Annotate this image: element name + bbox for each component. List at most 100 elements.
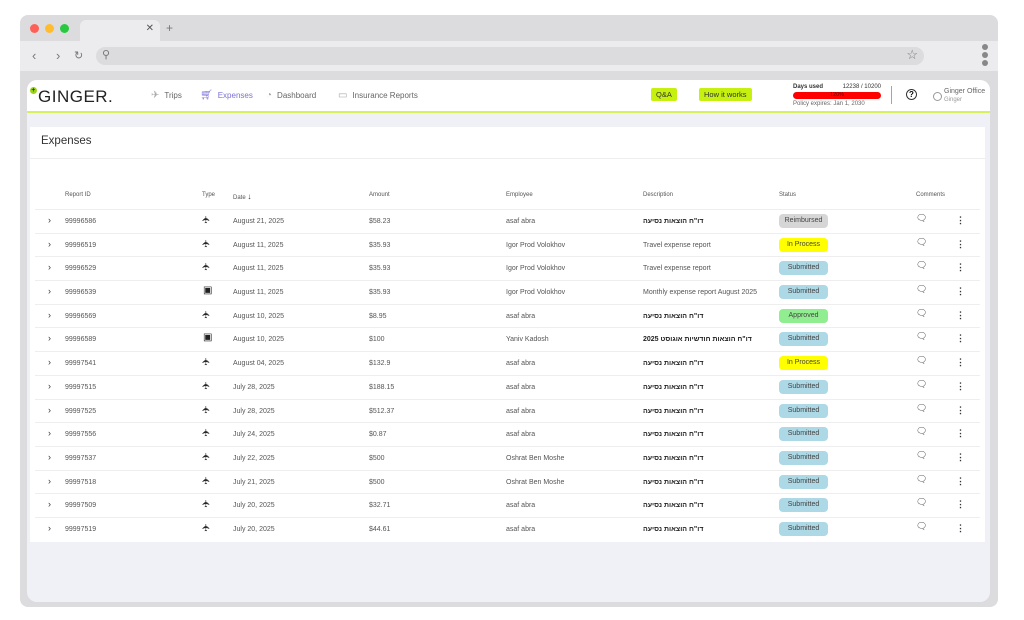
minimize-window-button[interactable] <box>45 24 54 33</box>
nav-expenses[interactable]: 🛒︎ Expenses <box>200 90 253 101</box>
report-id: 99996569 <box>65 312 97 320</box>
amount: $188.15 <box>369 383 395 391</box>
expand-row-chevron-icon[interactable]: › <box>48 428 51 439</box>
row-menu-icon[interactable]: ⋮ <box>956 428 965 439</box>
comment-icon[interactable]: 🗨︎ <box>916 307 928 318</box>
col-amount[interactable]: Amount <box>369 192 390 198</box>
expand-row-chevron-icon[interactable]: › <box>48 475 51 486</box>
comment-icon[interactable]: 🗨︎ <box>916 520 928 531</box>
comment-icon[interactable]: 🗨︎ <box>916 378 928 389</box>
comment-icon[interactable]: 🗨︎ <box>916 449 928 460</box>
row-menu-icon[interactable]: ⋮ <box>956 357 965 368</box>
row-menu-icon[interactable]: ⋮ <box>956 333 965 344</box>
comment-icon[interactable]: 🗨︎ <box>916 355 928 366</box>
comment-icon[interactable]: 🗨︎ <box>916 331 928 342</box>
table-row[interactable]: › 99997518 ✈ July 21, 2025 $500 Oshrat Ben Mo… <box>35 469 980 494</box>
expand-row-chevron-icon[interactable]: › <box>48 333 51 344</box>
days-used-value: 12238 / 10200 <box>842 84 881 90</box>
medical-kit-icon: ▣ <box>203 285 213 297</box>
expand-row-chevron-icon[interactable]: › <box>48 451 51 462</box>
amount: $32.71 <box>369 502 391 510</box>
nav-dashboard[interactable]: ◔ Dashboard <box>266 90 316 101</box>
reload-icon[interactable]: ↻ <box>74 50 84 62</box>
table-row[interactable]: › 99997556 ✈ July 24, 2025 $0.87 asaf abra דו"… <box>35 422 980 446</box>
table-row[interactable]: › 99996569 ✈ August 10, 2025 $8.95 asaf abra ד… <box>35 303 980 328</box>
row-menu-icon[interactable]: ⋮ <box>956 286 965 297</box>
browser-menu-icon[interactable] <box>982 44 988 68</box>
help-icon[interactable]: ? <box>906 89 917 100</box>
row-menu-icon[interactable]: ⋮ <box>956 262 965 273</box>
browser-tab[interactable]: ✕ <box>80 20 160 41</box>
col-type[interactable]: Type <box>202 192 216 198</box>
expand-row-chevron-icon[interactable]: › <box>48 380 51 391</box>
col-status[interactable]: Status <box>779 192 797 198</box>
comment-icon[interactable]: 🗨︎ <box>916 284 928 295</box>
comment-icon[interactable]: 🗨︎ <box>916 473 928 484</box>
table-row[interactable]: › 99996586 ✈ August 21, 2025 $58.23 asaf abra… <box>35 209 980 233</box>
table-row[interactable]: › 99996589 ▣ August 10, 2025 $100 Yaniv Kados… <box>35 327 980 351</box>
comment-icon[interactable]: 🗨︎ <box>916 402 928 413</box>
col-date[interactable]: Date ↓ <box>233 192 251 201</box>
address-bar[interactable]: ⚲ ☆ <box>96 47 924 65</box>
table-row[interactable]: › 99997525 ✈ July 28, 2025 $512.37 asaf abra ד… <box>35 398 980 423</box>
expand-row-chevron-icon[interactable]: › <box>48 262 51 273</box>
back-icon[interactable]: ‹ <box>32 48 37 63</box>
col-report-id[interactable]: Report ID <box>65 192 91 198</box>
status-badge: Approved <box>779 308 828 323</box>
row-menu-icon[interactable]: ⋮ <box>956 475 965 486</box>
expand-row-chevron-icon[interactable]: › <box>48 357 51 368</box>
row-menu-icon[interactable]: ⋮ <box>956 404 965 415</box>
new-tab-icon[interactable]: + <box>166 21 174 35</box>
table-row[interactable]: › 99997537 ✈ July 22, 2025 $500 Oshrat Ben Mo… <box>35 445 980 470</box>
expand-row-chevron-icon[interactable]: › <box>48 215 51 225</box>
col-description[interactable]: Description <box>643 192 674 198</box>
table-row[interactable]: › 99996529 ✈ August 11, 2025 $35.93 Igor Prod… <box>35 256 980 280</box>
table-row[interactable]: › 99996539 ▣ August 11, 2025 $35.93 Igor Prod… <box>35 280 980 304</box>
row-menu-icon[interactable]: ⋮ <box>956 499 965 510</box>
expand-row-chevron-icon[interactable]: › <box>48 286 51 297</box>
maximize-window-button[interactable] <box>60 24 69 33</box>
ginger-logo[interactable]: + GINGER. <box>30 87 113 107</box>
status-badge: Submitted <box>779 521 828 536</box>
how-it-works-button[interactable]: How it works <box>699 88 752 101</box>
comment-icon[interactable]: 🗨︎ <box>916 213 928 223</box>
bookmark-star-icon[interactable]: ☆ <box>906 47 918 62</box>
row-menu-icon[interactable]: ⋮ <box>956 522 965 533</box>
table-row[interactable]: › 99997515 ✈ July 28, 2025 $188.15 asaf abra ד… <box>35 374 980 399</box>
close-window-button[interactable] <box>30 24 39 33</box>
row-menu-icon[interactable]: ⋮ <box>956 451 965 462</box>
expand-row-chevron-icon[interactable]: › <box>48 309 51 320</box>
table-row[interactable]: › 99997519 ✈ July 20, 2025 $44.61 asaf abra דו… <box>35 516 980 541</box>
nav-insurance-reports[interactable]: ▭ Insurance Reports <box>338 90 418 101</box>
expenses-table: › 99996586 ✈ August 21, 2025 $58.23 asaf abra… <box>35 209 980 541</box>
employee: asaf abra <box>506 407 536 415</box>
comment-icon[interactable]: 🗨︎ <box>916 426 928 437</box>
description: Travel expense report <box>643 241 711 249</box>
employee: Igor Prod Volokhov <box>506 289 566 297</box>
expand-row-chevron-icon[interactable]: › <box>48 522 51 533</box>
table-row[interactable]: › 99997541 ✈ August 04, 2025 $132.9 asaf abra… <box>35 351 980 375</box>
employee: Igor Prod Volokhov <box>506 241 566 249</box>
forward-icon[interactable]: › <box>56 48 61 63</box>
expenses-card: Expenses Report ID Type Date ↓ Amount Em… <box>30 127 985 542</box>
row-menu-icon[interactable]: ⋮ <box>956 215 965 225</box>
comment-icon[interactable]: 🗨︎ <box>916 497 928 508</box>
description: דו"ח הוצאות נסיעה <box>643 478 704 486</box>
expand-row-chevron-icon[interactable]: › <box>48 499 51 510</box>
sort-down-icon: ↓ <box>247 192 252 201</box>
close-tab-icon[interactable]: ✕ <box>145 23 154 34</box>
expand-row-chevron-icon[interactable]: › <box>48 238 51 249</box>
row-menu-icon[interactable]: ⋮ <box>956 380 965 391</box>
nav-trips[interactable]: ✈ Trips <box>151 90 182 101</box>
user-menu[interactable]: Ginger Office Ginger <box>933 87 985 105</box>
row-menu-icon[interactable]: ⋮ <box>956 309 965 320</box>
comment-icon[interactable]: 🗨︎ <box>916 236 928 247</box>
row-menu-icon[interactable]: ⋮ <box>956 238 965 249</box>
table-row[interactable]: › 99996519 ✈ August 11, 2025 $35.93 Igor Prod… <box>35 232 980 257</box>
amount: $35.93 <box>369 289 391 297</box>
table-row[interactable]: › 99997509 ✈ July 20, 2025 $32.71 asaf abra דו… <box>35 493 980 517</box>
qa-button[interactable]: Q&A <box>651 88 677 101</box>
col-employee[interactable]: Employee <box>506 192 533 198</box>
expand-row-chevron-icon[interactable]: › <box>48 404 51 415</box>
comment-icon[interactable]: 🗨︎ <box>916 260 928 271</box>
